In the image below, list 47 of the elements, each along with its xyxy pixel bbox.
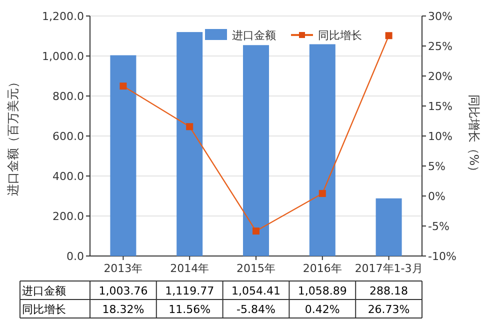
data-label: 1,054.41 — [232, 284, 280, 298]
y2-tick-label: 0% — [428, 190, 446, 203]
data-label: 1,058.89 — [298, 284, 347, 298]
y2-tick-label: 25% — [428, 40, 452, 53]
bar — [110, 55, 136, 256]
point — [186, 123, 194, 130]
point — [252, 228, 260, 235]
x-tick-label: 2016年 — [302, 262, 342, 275]
y2-tick-label: 20% — [428, 70, 452, 83]
y-tick-label: 1,000.0 — [42, 50, 84, 63]
y-tick-label: 0.0 — [66, 250, 84, 263]
legend-label: 同比增长 — [318, 29, 362, 42]
data-label: -5.84% — [236, 303, 276, 316]
y2-axis-title: 同比增长（%） — [467, 94, 481, 178]
point — [385, 32, 392, 40]
y2-tick-label: -10% — [428, 250, 456, 263]
y2-tick-label: 10% — [428, 130, 452, 143]
y2-tick-label: 30% — [428, 10, 452, 23]
data-label: 288.18 — [370, 284, 408, 298]
point — [120, 82, 127, 90]
data-label: 11.56% — [168, 303, 211, 316]
y-tick-label: 1,200.0 — [42, 10, 84, 23]
text: 进口金额 — [22, 284, 66, 298]
x-tick-label: 2014年 — [170, 262, 210, 275]
data-label: 1,003.76 — [98, 284, 148, 298]
data-label: 0.42% — [304, 303, 340, 316]
data-label: 26.73% — [368, 303, 410, 316]
y-tick-label: 600.0 — [52, 130, 84, 143]
y2-tick-label: 5% — [428, 160, 446, 173]
bar — [309, 44, 336, 256]
y2-tick-label: -5% — [428, 220, 450, 233]
y-axis-title: 进口金额（百万美元） — [6, 76, 20, 196]
bar — [176, 32, 203, 256]
x-tick-label: 2013年 — [104, 262, 143, 275]
y2-tick-label: 15% — [428, 100, 452, 113]
x-tick-label: 2015年 — [236, 262, 276, 275]
x-tick-label: 2017年1-3月 — [354, 262, 423, 275]
y-tick-label: 800.0 — [52, 90, 84, 103]
bar — [376, 198, 402, 256]
data-label: 1,119.77 — [165, 284, 214, 298]
bar — [243, 45, 269, 256]
y-tick-label: 200.0 — [52, 210, 84, 223]
legend-label: 进口金额 — [232, 29, 276, 42]
data-label: 18.32% — [102, 303, 144, 316]
y-tick-label: 400.0 — [52, 170, 84, 183]
text: 同比增长 — [22, 303, 66, 316]
point — [318, 190, 326, 197]
